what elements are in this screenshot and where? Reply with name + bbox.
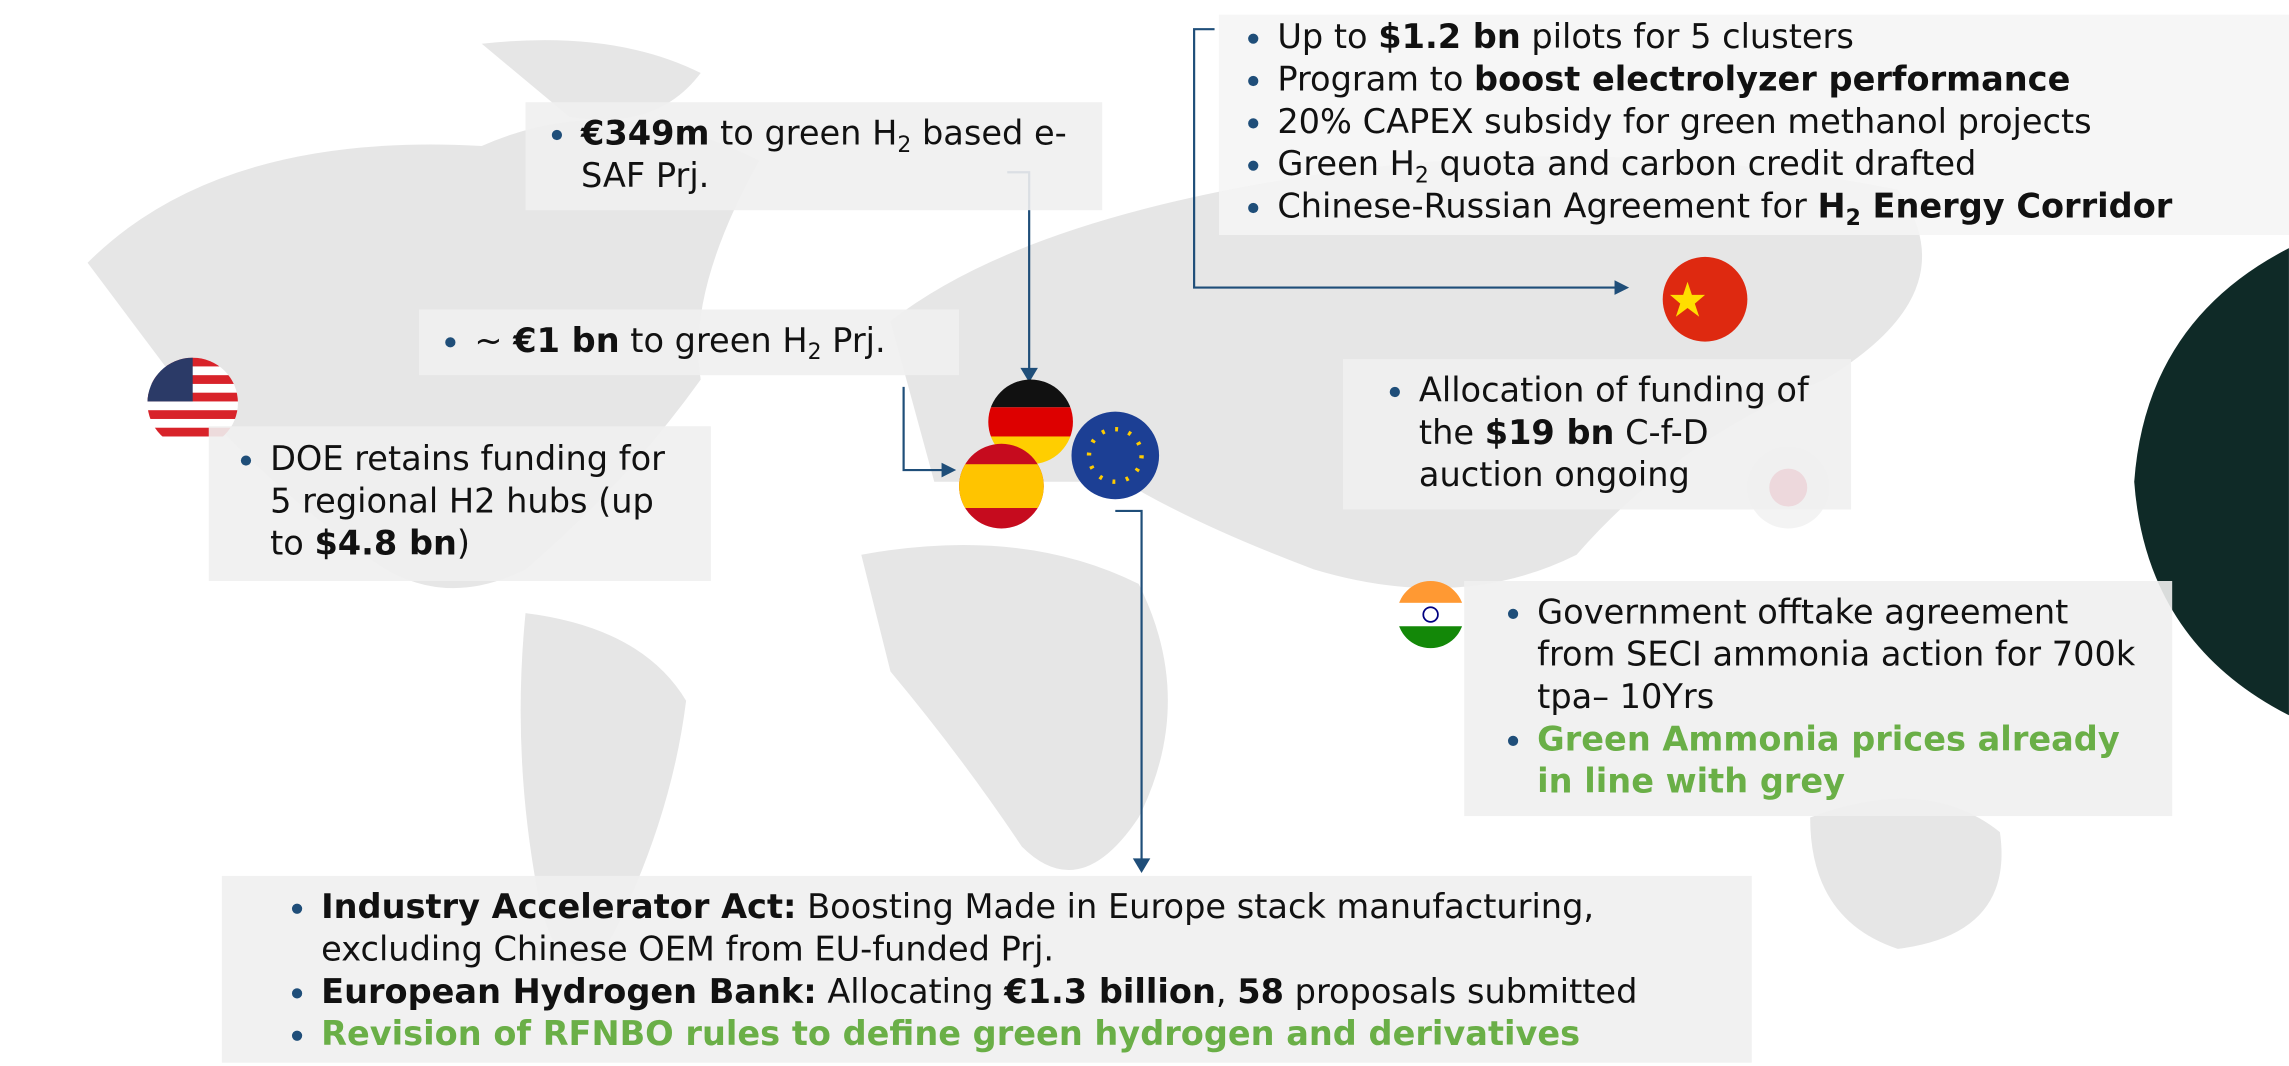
- flag-eu: [1071, 411, 1160, 500]
- arrowheads: [941, 280, 1630, 873]
- callout-box: €349m to green H2 based e-SAF Prj.: [525, 102, 1103, 211]
- text-run: Allocating: [816, 973, 1005, 1012]
- text-run: $1.2 bn: [1378, 18, 1521, 57]
- bullet: Up to $1.2 bn pilots for 5 clusters: [1277, 18, 2289, 60]
- bullet: DOE retains funding for 5 regional H2 hu…: [270, 439, 696, 566]
- text-run: ~: [474, 322, 514, 361]
- text-run: Green Ammonia prices already in line wit…: [1537, 721, 2120, 802]
- text-run: $4.8 bn: [314, 525, 457, 564]
- text-run: $19 bn: [1484, 414, 1615, 453]
- bullet: Revision of RFNBO rules to define green …: [321, 1015, 1737, 1057]
- text-run: DOE retains funding for 5 regional H2 hu…: [270, 440, 665, 564]
- text-run: Chinese-Russian Agreement for: [1277, 188, 1818, 227]
- callout-box: Allocation of funding of the $19 bn C-f-…: [1343, 359, 1852, 510]
- text-run: Industry Accelerator Act:: [321, 889, 797, 927]
- text-run: Boosting Made in Europe stack manufactur…: [321, 889, 1595, 970]
- callout-box: ~ €1 bn to green H2 Prj.: [418, 309, 960, 376]
- text-run: Green H: [1277, 145, 1415, 184]
- text-run: 2: [807, 338, 822, 365]
- callout-box: Government offtake agreement from SECI a…: [1464, 581, 2173, 817]
- decor-shape: [2134, 248, 2289, 716]
- bullet-list: Allocation of funding of the $19 bn C-f-…: [1372, 371, 1836, 498]
- bullet: Chinese-Russian Agreement for H2 Energy …: [1277, 187, 2289, 229]
- bullet-list: Up to $1.2 bn pilots for 5 clustersProgr…: [1236, 18, 2289, 230]
- text-run: €1.3 billion: [1004, 973, 1216, 1012]
- text-run: 20% CAPEX subsidy for green methanol pro…: [1277, 103, 2092, 142]
- bullet-list: Government offtake agreement from SECI a…: [1490, 593, 2154, 805]
- text-run: based e-SAF Prj.: [581, 115, 1067, 196]
- text-run: H: [1817, 188, 1846, 227]
- bullet: European Hydrogen Bank: Allocating €1.3 …: [321, 972, 1737, 1014]
- text-run: quota and carbon credit drafted: [1428, 145, 1977, 184]
- callout-box: Up to $1.2 bn pilots for 5 clustersProgr…: [1218, 14, 2289, 236]
- text-run: Program to: [1277, 61, 1475, 100]
- text-run: Allocation of funding of the: [1418, 372, 1809, 453]
- text-run: 2: [1845, 204, 1861, 231]
- text-run: 2: [897, 131, 912, 158]
- flag-india: [1397, 581, 1465, 649]
- text-run: boost electrolyzer performance: [1474, 61, 2071, 100]
- flag-spain: [959, 443, 1044, 529]
- bullet-list: €349m to green H2 based e-SAF Prj.: [540, 114, 1087, 199]
- text-run: Government offtake agreement from SECI a…: [1537, 594, 2136, 717]
- text-run: European Hydrogen Bank:: [321, 973, 817, 1012]
- bullet: Green H2 quota and carbon credit drafted: [1277, 145, 2289, 187]
- bullet: Allocation of funding of the $19 bn C-f-…: [1419, 371, 1837, 498]
- callout-box: DOE retains funding for 5 regional H2 hu…: [208, 426, 711, 582]
- callout-box: Industry Accelerator Act: Boosting Made …: [221, 875, 1752, 1063]
- text-run: ,: [1215, 973, 1238, 1012]
- text-run: to green H: [619, 322, 808, 361]
- bullet: Program to boost electrolyzer performanc…: [1277, 60, 2289, 102]
- bullet-list: DOE retains funding for 5 regional H2 hu…: [229, 439, 696, 566]
- text-run: Prj.: [821, 322, 886, 361]
- bullet: Green Ammonia prices already in line wit…: [1537, 720, 2154, 805]
- text-run: 58: [1237, 973, 1284, 1012]
- bullet: Government offtake agreement from SECI a…: [1537, 593, 2154, 720]
- text-run: ): [456, 525, 471, 564]
- text-run: 2: [1414, 162, 1429, 189]
- bullet-list: Industry Accelerator Act: Boosting Made …: [242, 888, 1737, 1057]
- bullet: Industry Accelerator Act: Boosting Made …: [321, 888, 1737, 973]
- text-run: C-f-D auction ongoing: [1418, 414, 1709, 495]
- bullet: 20% CAPEX subsidy for green methanol pro…: [1277, 102, 2289, 144]
- text-run: proposals submitted: [1283, 973, 1638, 1012]
- text-run: €1 bn: [513, 322, 620, 361]
- text-run: pilots for 5 clusters: [1520, 18, 1854, 57]
- text-run: Up to: [1277, 18, 1379, 57]
- bullet-list: ~ €1 bn to green H2 Prj.: [434, 321, 945, 363]
- text-run: Energy Corridor: [1860, 188, 2173, 227]
- bullet: €349m to green H2 based e-SAF Prj.: [581, 114, 1088, 199]
- text-run: €349m: [581, 115, 710, 154]
- text-run: to green H: [709, 115, 898, 154]
- flag-china: [1662, 256, 1748, 342]
- text-run: Revision of RFNBO rules to define green …: [321, 1016, 1581, 1054]
- bullet: ~ €1 bn to green H2 Prj.: [474, 321, 944, 363]
